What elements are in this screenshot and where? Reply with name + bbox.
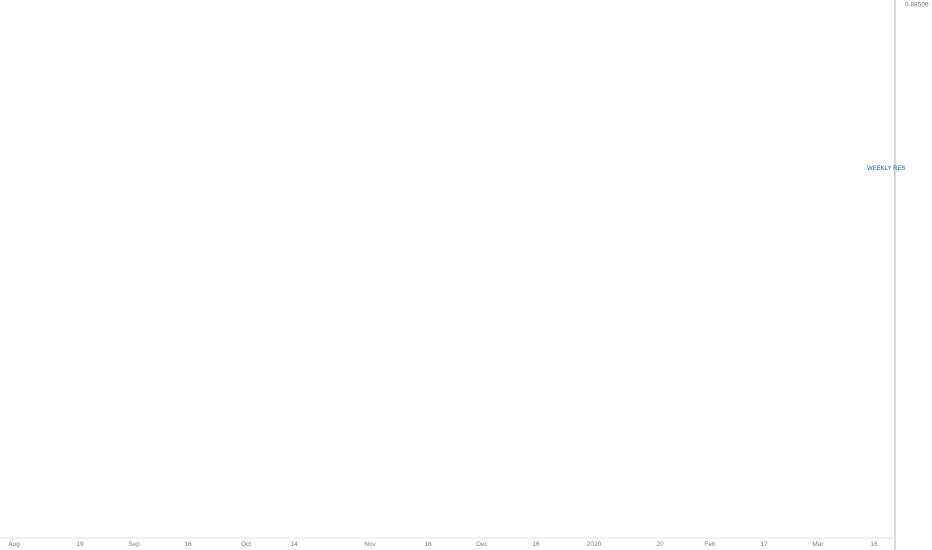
time-tick-label: 20 (656, 541, 664, 548)
time-axis: Aug 19 Sep 16 Oct 14 Nov 18 Dec 16 2020 20 Feb 17 Mar 1… (0, 537, 895, 548)
time-tick-label: Dec (476, 541, 488, 548)
time-tick-label: Sep (128, 541, 140, 548)
time-tick-label: Nov (364, 541, 376, 548)
price-tick-labels: 0.885000.875000.870000.865000.860000.855… (905, 1, 929, 8)
price-axis (894, 0, 932, 550)
time-tick-label: 18 (424, 541, 432, 548)
price-tick-label: 0.88500 (905, 1, 929, 8)
time-tick-label: 19 (76, 541, 84, 548)
time-tick-label: Feb (704, 541, 716, 548)
time-tick-label: 17 (760, 541, 768, 548)
time-tick-label: 14 (290, 541, 298, 548)
time-tick-label: 16 (184, 541, 192, 548)
weekly-res-label: WEEKLY RES (867, 166, 905, 172)
time-tick-label: 2020 (587, 541, 602, 548)
time-tick-label: Aug (8, 541, 20, 548)
time-tick-label: 16 (532, 541, 540, 548)
time-tick-label: Oct (241, 541, 251, 548)
time-tick-label: 16 (870, 541, 878, 548)
price-axis-background (895, 0, 932, 550)
time-tick-label: Mar (812, 541, 824, 548)
